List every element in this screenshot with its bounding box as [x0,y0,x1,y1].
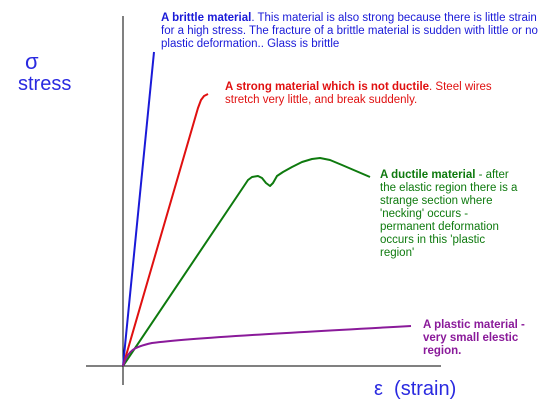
ductile-text: - after the elastic region there is a st… [380,169,518,259]
ductile-curve [122,157,371,367]
brittle-annotation: A brittle material. This material is als… [161,12,551,51]
brittle-title: A brittle material [161,12,252,24]
plastic-title: A plastic material [423,319,518,331]
ductile-annotation: A ductile material - after the elastic r… [380,169,520,260]
plastic-annotation: A plastic material - very small elestic … [423,319,548,358]
strong-title: A strong material which is not ductile [225,81,430,93]
y-axis-symbol: σ [25,49,39,74]
x-axis-label: ε (strain) [374,378,457,400]
strong-curve [122,93,209,367]
strong-text: . Steel wires stretch very little, and b… [225,81,492,106]
brittle-curve [122,51,155,367]
plastic-curve [122,325,412,367]
ductile-title: A ductile material [380,169,476,181]
plastic-text: - very small elestic region. [423,319,525,357]
brittle-text: . This material is also strong because t… [161,12,538,50]
y-axis-label: stress [18,73,72,95]
strong-annotation: A strong material which is not ductile. … [225,81,495,107]
